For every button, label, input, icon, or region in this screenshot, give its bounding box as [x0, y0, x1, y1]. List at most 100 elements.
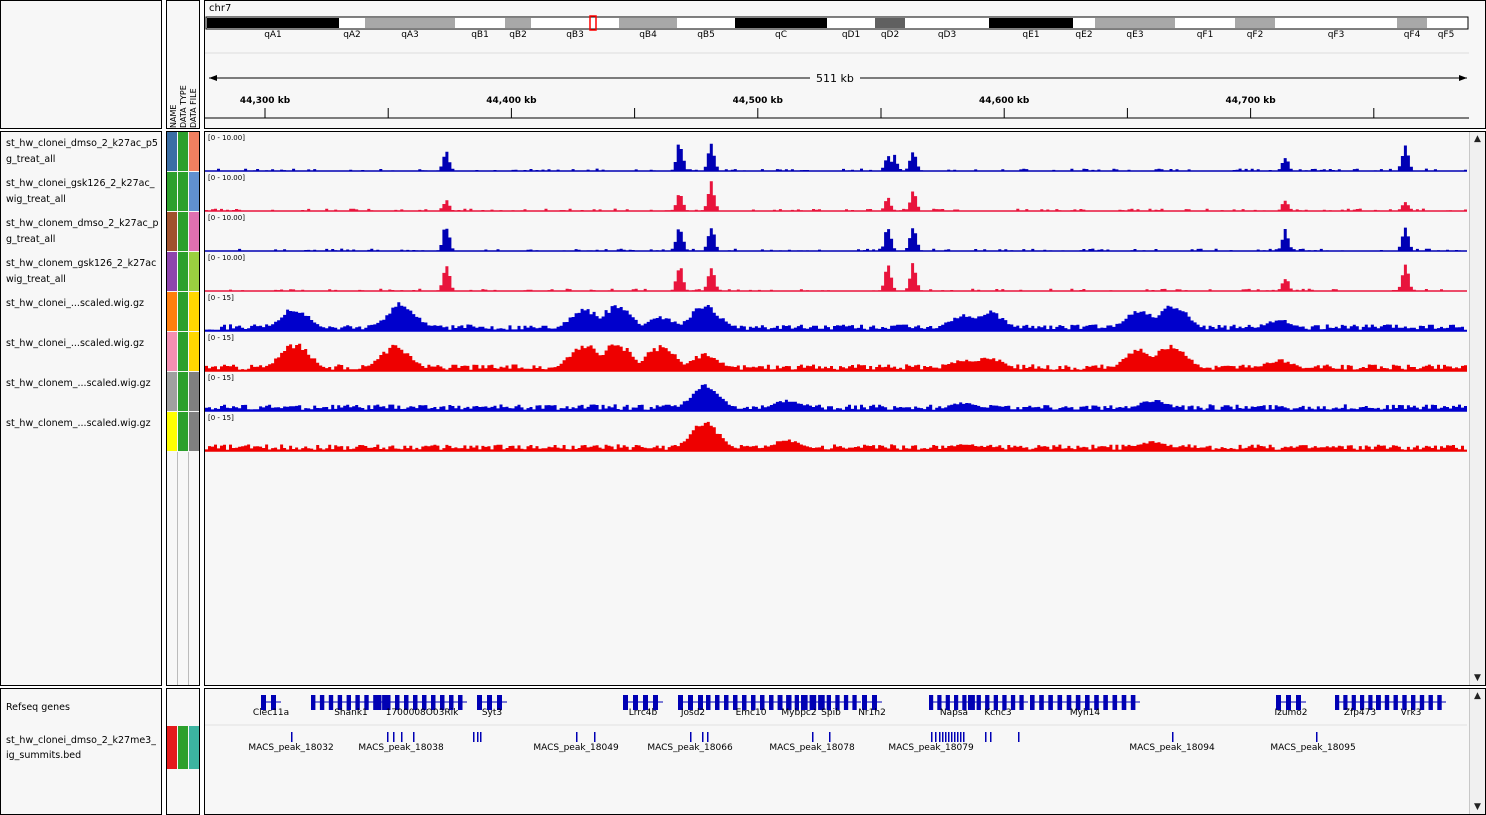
bed-peak-mark[interactable]: [702, 732, 704, 742]
attr-header-name[interactable]: NAME: [169, 104, 178, 128]
gene-feature[interactable]: Vrk3: [1376, 695, 1446, 718]
bed-peak-mark[interactable]: [387, 732, 389, 742]
bed-peak-mark[interactable]: [477, 732, 479, 742]
attribute-swatch[interactable]: [167, 412, 177, 451]
attribute-swatch[interactable]: [189, 172, 199, 211]
bed-track-name-line2[interactable]: ig_summits.bed: [6, 750, 82, 761]
attribute-swatch[interactable]: [189, 292, 199, 331]
track-name[interactable]: st_hw_clonem_...scaled.wig.gz: [6, 378, 151, 389]
bed-peak-mark[interactable]: [291, 732, 293, 742]
track-name-line2[interactable]: g_treat_all: [6, 234, 56, 245]
bed-peak-mark[interactable]: [401, 732, 403, 742]
track-name[interactable]: st_hw_clonei_gsk126_2_k27ac_: [6, 178, 155, 189]
cytoband-qE2[interactable]: [1073, 18, 1095, 28]
track-data-panel[interactable]: [0 - 10.00] [0 - 10.00] [0 - 10.00] [0 - 10…: [204, 131, 1486, 686]
attribute-swatch[interactable]: [189, 332, 199, 371]
gene-feature[interactable]: Izumo2: [1274, 695, 1308, 718]
cytoband-qB3[interactable]: [531, 18, 619, 28]
track-signal[interactable]: [0 - 10.00]: [205, 134, 1467, 172]
bed-peak-mark[interactable]: [1172, 732, 1174, 742]
track-name[interactable]: st_hw_clonei_dmso_2_k27ac_p5: [6, 138, 158, 149]
attribute-swatch[interactable]: [178, 372, 188, 411]
attribute-swatch[interactable]: [178, 292, 188, 331]
bed-peak-mark[interactable]: [812, 732, 814, 742]
scroll-down-icon[interactable]: ▼: [1474, 673, 1481, 683]
bed-peak-mark[interactable]: [960, 732, 962, 742]
track-name[interactable]: st_hw_clonem_gsk126_2_k27ac: [6, 258, 157, 269]
gene-feature[interactable]: Syt3: [477, 695, 507, 718]
cytoband-qD1[interactable]: [827, 18, 875, 28]
bed-peak-mark[interactable]: [951, 732, 953, 742]
gene-feature[interactable]: 1700008O03Rik: [377, 695, 467, 718]
cytoband-qB5[interactable]: [677, 18, 735, 28]
bed-peak-mark[interactable]: [576, 732, 578, 742]
track-name-line2[interactable]: wig_treat_all: [6, 274, 66, 285]
track-signal[interactable]: [0 - 15]: [205, 374, 1467, 412]
gene-feature[interactable]: Josd2: [678, 695, 708, 718]
cytoband-qF1[interactable]: [1175, 18, 1235, 28]
cytoband-qB4[interactable]: [619, 18, 677, 28]
track-name[interactable]: st_hw_clonem_...scaled.wig.gz: [6, 418, 151, 429]
bed-peak-mark[interactable]: [829, 732, 831, 742]
bed-peak-mark[interactable]: [945, 732, 947, 742]
track-name-line2[interactable]: wig_treat_all: [6, 194, 66, 205]
attribute-swatch[interactable]: [189, 372, 199, 411]
attribute-swatch[interactable]: [178, 172, 188, 211]
attribute-swatch[interactable]: [178, 132, 188, 171]
cytoband-qD3[interactable]: [905, 18, 989, 28]
attribute-swatch[interactable]: [167, 372, 177, 411]
track-name[interactable]: st_hw_clonei_...scaled.wig.gz: [6, 298, 144, 309]
bed-peak-mark[interactable]: [1316, 732, 1318, 742]
bed-track-name-line1[interactable]: st_hw_clonei_dmso_2_k27me3_: [6, 735, 156, 746]
bed-peak-mark[interactable]: [957, 732, 959, 742]
bed-peak-mark[interactable]: [690, 732, 692, 742]
feature-plots[interactable]: Clec11a Shank1 1700008O03Rik Syt3 Lrrc4b Josd…: [205, 689, 1469, 814]
cytoband-qA1[interactable]: [207, 18, 339, 28]
track-signal[interactable]: [0 - 15]: [205, 334, 1467, 372]
attribute-swatch[interactable]: [167, 132, 177, 171]
bed-peak-mark[interactable]: [942, 732, 944, 742]
bed-peak-mark[interactable]: [985, 732, 987, 742]
bed-peak-mark[interactable]: [931, 732, 933, 742]
attribute-swatch[interactable]: [167, 252, 177, 291]
track-signal[interactable]: [0 - 10.00]: [205, 174, 1467, 212]
attribute-swatch[interactable]: [178, 252, 188, 291]
cytoband-qC[interactable]: [735, 18, 827, 28]
cytoband-qB1[interactable]: [455, 18, 505, 28]
bed-peak-mark[interactable]: [990, 732, 992, 742]
cytoband-qA2[interactable]: [339, 18, 365, 28]
cytoband-qF5[interactable]: [1427, 18, 1465, 28]
cytoband-qE3[interactable]: [1095, 18, 1175, 28]
attribute-swatch[interactable]: [189, 252, 199, 291]
current-region-highlight[interactable]: [589, 15, 597, 31]
track-name[interactable]: st_hw_clonei_...scaled.wig.gz: [6, 338, 144, 349]
gene-feature[interactable]: Kcnc3: [968, 695, 1028, 718]
track-signal[interactable]: [0 - 10.00]: [205, 254, 1467, 292]
attribute-swatch[interactable]: [167, 292, 177, 331]
refseq-track-name[interactable]: Refseq genes: [6, 702, 70, 713]
attribute-swatch[interactable]: [178, 412, 188, 451]
cytoband-qF2[interactable]: [1235, 18, 1275, 28]
ideogram-and-ruler[interactable]: qA1 qA2 qA3 qB1 qB2 qB3 qB4 qB5 qC qD1 qD2 qD3 qE1 qE…: [205, 1, 1485, 128]
attribute-swatch[interactable]: [178, 332, 188, 371]
cytoband-qF4[interactable]: [1397, 18, 1427, 28]
attribute-swatch[interactable]: [189, 132, 199, 171]
bed-peak-mark[interactable]: [413, 732, 415, 742]
track-signal[interactable]: [0 - 15]: [205, 294, 1467, 332]
gene-feature[interactable]: Myh14: [1030, 695, 1140, 718]
attribute-swatch[interactable]: [178, 212, 188, 251]
track-plots[interactable]: [0 - 10.00] [0 - 10.00] [0 - 10.00] [0 - 10…: [205, 132, 1469, 685]
bed-peak-mark[interactable]: [948, 732, 950, 742]
bed-peak-mark[interactable]: [473, 732, 475, 742]
attribute-swatch[interactable]: [189, 212, 199, 251]
attribute-swatch[interactable]: [167, 332, 177, 371]
cytoband-qB2[interactable]: [505, 18, 531, 28]
scroll-up-icon[interactable]: ▲: [1474, 691, 1481, 701]
track-signal[interactable]: [0 - 15]: [205, 414, 1467, 452]
track-name[interactable]: st_hw_clonem_dmso_2_k27ac_p: [6, 218, 159, 229]
bed-peak-mark[interactable]: [935, 732, 937, 742]
bed-peak-mark[interactable]: [1018, 732, 1020, 742]
gene-feature[interactable]: Spib: [801, 695, 861, 718]
gene-feature[interactable]: Clec11a: [253, 695, 289, 718]
cytoband-qA3[interactable]: [365, 18, 455, 28]
